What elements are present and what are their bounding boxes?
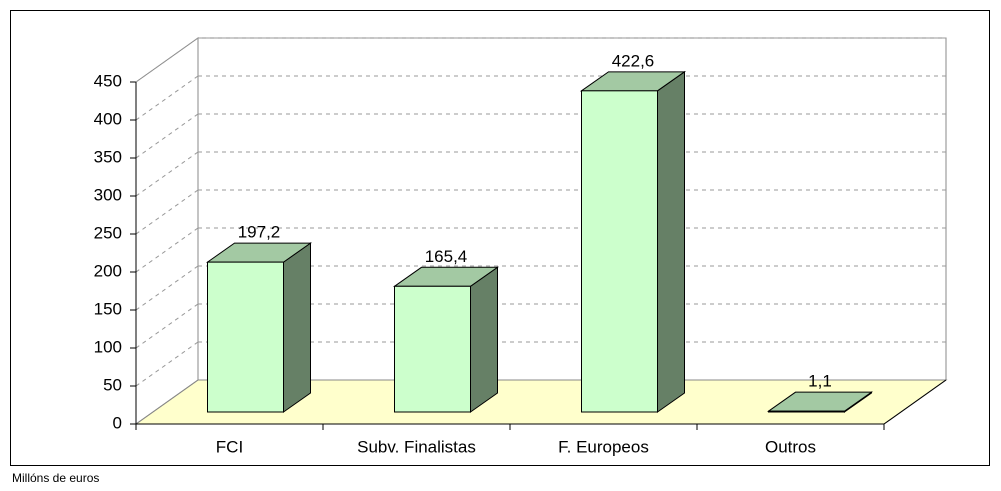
bar [394,285,471,413]
y-tick-label: 250 [94,223,122,242]
data-label: 197,2 [238,223,281,242]
y-tick-label: 400 [94,109,122,128]
y-tick-label: 200 [94,261,122,280]
bar [768,410,845,413]
x-tick-label: F. Europeos [558,437,649,456]
y-tick-label: 0 [113,413,122,432]
y-tick-label: 450 [94,71,122,90]
y-tick-label: 150 [94,299,122,318]
x-tick-label: Subv. Finalistas [357,437,476,456]
bar-side [657,70,685,413]
x-tick-label: FCI [216,437,243,456]
y-tick-label: 50 [103,375,122,394]
bar-side [283,242,311,413]
x-tick-label: Outros [765,437,816,456]
data-label: 422,6 [612,51,655,70]
data-label: 1,1 [808,372,832,391]
bar-side [470,266,498,413]
footnote: Millóns de euros [12,471,99,485]
y-tick-label: 100 [94,337,122,356]
y-tick-label: 300 [94,185,122,204]
x-axis-depth [883,379,947,425]
bar [581,90,658,413]
data-label: 165,4 [425,247,468,266]
bar [207,261,284,413]
y-tick-label: 350 [94,147,122,166]
